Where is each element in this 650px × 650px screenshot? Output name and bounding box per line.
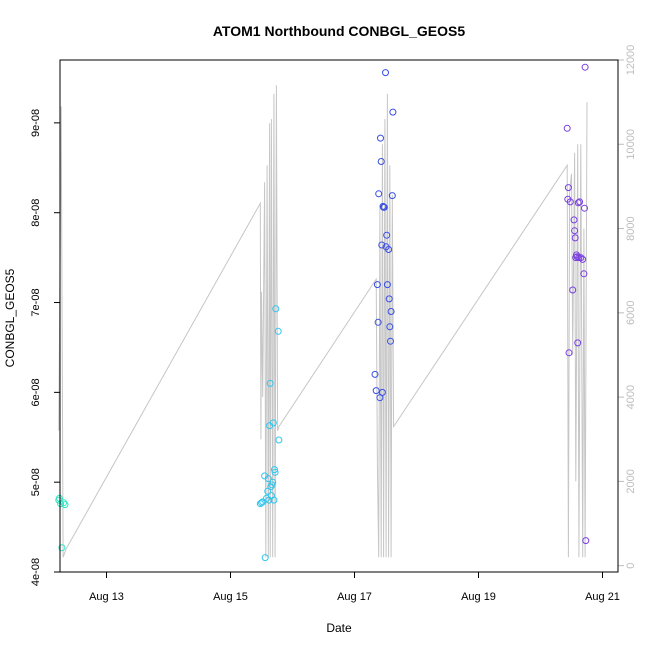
data-point <box>275 436 283 444</box>
y2-tick-label: 8000 <box>625 216 637 240</box>
data-point <box>580 270 588 278</box>
y2-tick-label: 6000 <box>625 301 637 325</box>
chart-title: ATOM1 Northbound CONBGL_GEOS5 <box>213 23 465 39</box>
data-point <box>377 134 384 142</box>
plot-frame <box>59 59 619 573</box>
data-point <box>375 190 383 198</box>
y-tick-label: 8e-08 <box>30 199 42 227</box>
data-point <box>264 475 272 483</box>
data-point <box>270 496 278 504</box>
data-point <box>274 327 282 335</box>
y2-axis: 0 2000 4000 6000 8000 10000 12000 <box>618 45 637 569</box>
y-tick-label: 4e-08 <box>30 558 42 586</box>
data-point <box>60 499 68 507</box>
x-axis-label: Date <box>326 621 352 635</box>
x-tick-label: Aug 13 <box>89 591 124 603</box>
data-point <box>373 281 381 289</box>
y2-tick-label: 0 <box>625 563 637 569</box>
data-point <box>387 337 394 345</box>
data-point <box>570 216 578 224</box>
data-point <box>377 158 385 165</box>
y-tick-label: 6e-08 <box>30 378 42 406</box>
data-point <box>385 246 393 253</box>
data-point <box>577 254 585 262</box>
data-point <box>572 254 580 262</box>
data-point <box>385 295 393 303</box>
data-point <box>271 466 278 474</box>
y2-tick-label: 4000 <box>625 385 637 409</box>
data-point <box>581 204 588 212</box>
x-tick-label: Aug 15 <box>213 591 248 603</box>
y2-tick-label: 10000 <box>625 129 637 160</box>
data-point <box>378 241 386 249</box>
data-point <box>575 254 583 262</box>
data-point <box>258 499 265 507</box>
data-point <box>386 323 394 331</box>
data-point <box>272 305 280 313</box>
data-point <box>571 227 579 235</box>
data-point <box>269 478 277 486</box>
data-point <box>579 255 587 263</box>
data-point <box>576 198 584 206</box>
altitude-line <box>58 85 588 558</box>
data-point <box>565 349 573 357</box>
y2-tick-label: 2000 <box>625 469 637 493</box>
data-point <box>566 198 574 206</box>
data-point <box>574 199 582 207</box>
x-axis: Aug 13 Aug 15 Aug 17 Aug 19 Aug 21 <box>89 572 620 603</box>
altitude-trace-layer <box>58 85 588 558</box>
data-point <box>259 498 267 506</box>
data-point <box>382 69 389 77</box>
y-tick-label: 5e-08 <box>30 468 42 496</box>
data-point <box>372 387 380 395</box>
data-point <box>581 63 589 71</box>
y-tick-label: 7e-08 <box>30 288 42 316</box>
data-point <box>389 108 397 116</box>
data-point <box>271 468 279 476</box>
data-point <box>582 537 590 545</box>
x-tick-label: Aug 21 <box>585 591 620 603</box>
data-point <box>569 286 577 294</box>
y2-tick-label: 12000 <box>625 45 637 76</box>
y-axis-label: CONBGL_GEOS5 <box>3 268 17 367</box>
data-point <box>267 483 275 491</box>
data-point <box>268 481 276 489</box>
data-point <box>387 308 395 315</box>
data-point <box>380 203 388 211</box>
data-point <box>269 419 277 427</box>
data-point <box>374 318 382 326</box>
data-point <box>266 379 274 387</box>
data-point <box>571 234 579 242</box>
y-axis: 4e-08 5e-08 6e-08 7e-08 8e-08 9e-08 <box>30 109 60 586</box>
data-point <box>378 388 386 396</box>
data-point <box>261 554 269 562</box>
data-point <box>574 339 582 347</box>
data-point <box>388 192 396 200</box>
data-point <box>58 544 66 552</box>
x-tick-label: Aug 17 <box>337 591 372 603</box>
data-point <box>57 500 65 508</box>
data-point <box>383 281 391 289</box>
data-point <box>563 124 571 132</box>
data-point <box>371 370 379 378</box>
data-points-layer <box>55 63 590 562</box>
data-point <box>564 184 572 192</box>
y-tick-label: 9e-08 <box>30 109 42 137</box>
x-tick-label: Aug 19 <box>461 591 496 603</box>
data-point <box>61 501 69 509</box>
data-point <box>383 231 391 239</box>
